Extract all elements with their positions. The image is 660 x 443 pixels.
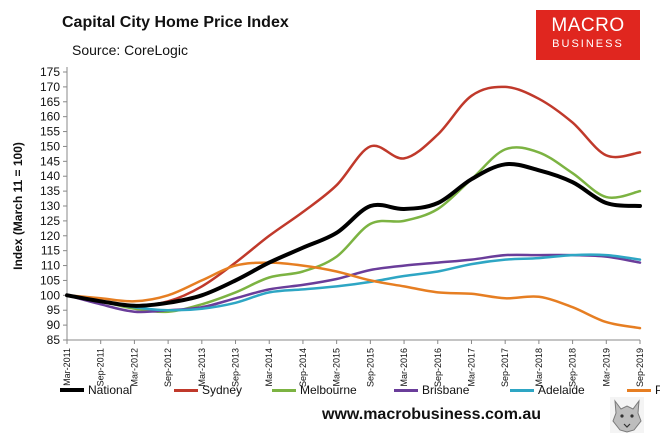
- x-tick-label: Sep-2017: [500, 348, 510, 387]
- x-tick-label: Sep-2016: [433, 348, 443, 387]
- wolf-icon: [610, 397, 644, 433]
- x-tick-label: Sep-2015: [365, 348, 375, 387]
- legend-swatch: [174, 388, 198, 392]
- logo-line-2: BUSINESS: [552, 38, 624, 50]
- legend-swatch: [394, 388, 418, 392]
- x-tick-label: Mar-2011: [62, 348, 72, 386]
- y-tick-label: 155: [40, 125, 60, 139]
- y-tick-label: 135: [40, 184, 60, 198]
- y-tick-label: 120: [40, 229, 60, 243]
- series-line-sydney: [65, 85, 642, 308]
- legend-label: Perth: [655, 383, 660, 397]
- legend-label: Sydney: [202, 383, 243, 397]
- legend-label: Brisbane: [422, 383, 470, 397]
- x-tick-label: Sep-2014: [298, 348, 308, 387]
- chart-legend: National Sydney Melbourne Brisbane Adelaide P…: [50, 381, 660, 399]
- y-tick-label: 130: [40, 199, 60, 213]
- y-tick-label: 105: [40, 273, 60, 287]
- y-tick-label: 110: [41, 259, 60, 273]
- y-tick-label: 95: [47, 303, 61, 317]
- chart-title: Capital City Home Price Index: [62, 14, 289, 31]
- y-tick-label: 85: [47, 333, 61, 347]
- y-tick-label: 145: [40, 154, 60, 168]
- y-tick-label: 125: [40, 214, 60, 228]
- legend-label: National: [88, 383, 133, 397]
- legend-item-national: National: [60, 381, 132, 399]
- legend-item-brisbane: Brisbane: [394, 381, 469, 399]
- logo-line-1: MACRO: [551, 15, 625, 36]
- legend-label: Adelaide: [538, 383, 585, 397]
- y-tick-label: 90: [47, 318, 61, 332]
- y-tick-label: 140: [40, 169, 60, 183]
- legend-item-adelaide: Adelaide: [510, 381, 585, 399]
- macrobusiness-logo: MACRO BUSINESS: [536, 10, 640, 60]
- chart-subtitle: Source: CoreLogic: [72, 42, 188, 58]
- y-tick-label: 150: [40, 139, 60, 153]
- legend-item-melbourne: Melbourne: [272, 381, 357, 399]
- x-tick-label: Mar-2017: [466, 348, 476, 387]
- legend-swatch: [627, 388, 651, 392]
- legend-item-perth: Perth: [627, 381, 660, 399]
- x-tick-label: Sep-2013: [231, 348, 241, 387]
- y-tick-label: 115: [41, 244, 60, 258]
- series-line-national: [65, 162, 642, 308]
- x-tick-label: Mar-2015: [332, 348, 342, 387]
- x-tick-label: Sep-2019: [635, 348, 645, 387]
- x-tick-label: Mar-2018: [534, 348, 544, 387]
- legend-swatch: [510, 388, 534, 392]
- series-line-adelaide: [65, 253, 642, 312]
- y-axis-label: Index (March 11 = 100): [11, 142, 25, 270]
- footer-url: www.macrobusiness.com.au: [322, 406, 542, 423]
- y-tick-label: 160: [40, 110, 60, 124]
- x-tick-label: Sep-2012: [163, 348, 173, 387]
- legend-item-sydney: Sydney: [174, 381, 242, 399]
- legend-swatch: [272, 388, 296, 392]
- x-tick-label: Sep-2018: [568, 348, 578, 387]
- y-tick-label: 165: [40, 95, 60, 109]
- x-tick-label: Mar-2013: [197, 348, 207, 387]
- legend-label: Melbourne: [300, 383, 357, 397]
- x-tick-label: Mar-2016: [399, 348, 409, 387]
- series-line-perth: [65, 261, 642, 330]
- x-tick-label: Mar-2012: [129, 348, 139, 387]
- x-tick-label: Sep-2011: [96, 348, 106, 386]
- y-tick-label: 100: [40, 288, 60, 302]
- y-tick-label: 175: [40, 65, 60, 79]
- x-tick-label: Mar-2014: [264, 348, 274, 387]
- series-line-melbourne: [65, 146, 642, 314]
- legend-swatch: [60, 388, 84, 392]
- x-tick-label: Mar-2019: [601, 348, 611, 387]
- y-tick-label: 170: [40, 80, 60, 94]
